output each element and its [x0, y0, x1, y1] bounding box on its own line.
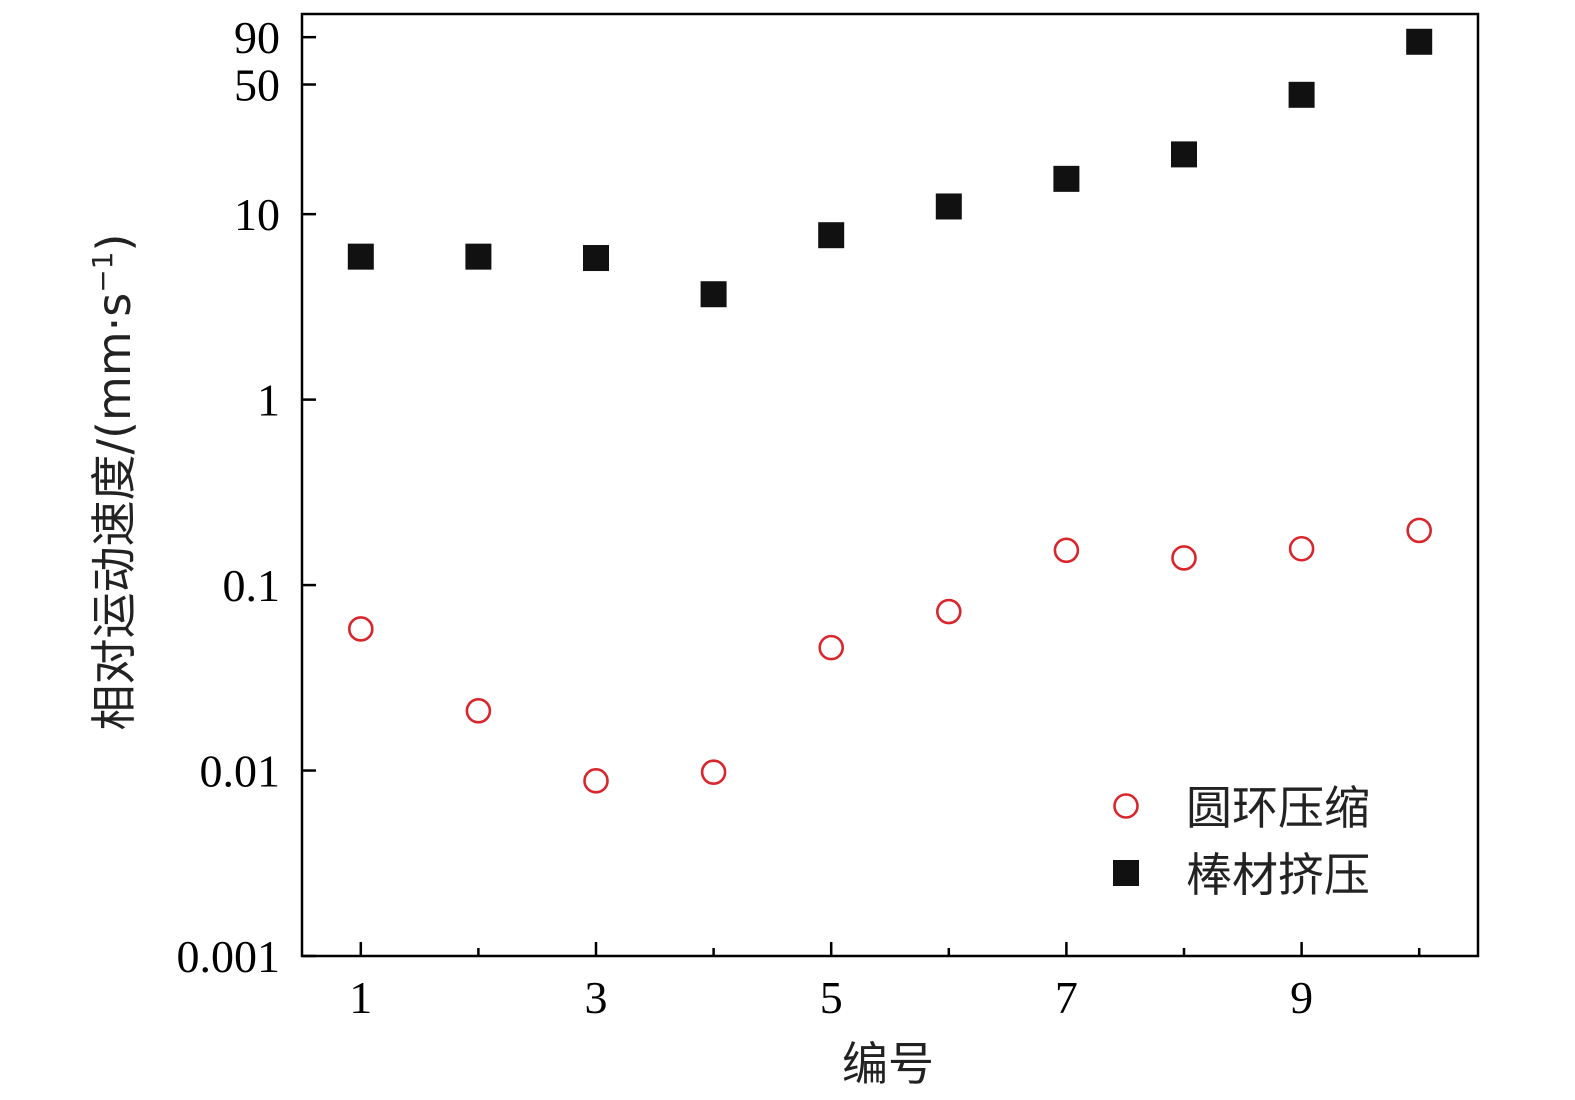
- y-tick-label: 50: [234, 60, 280, 111]
- x-tick-label: 1: [349, 972, 372, 1023]
- data-point-ring-compression: [935, 598, 962, 625]
- y-tick-label: 10: [234, 189, 280, 240]
- legend-marker-square: [1113, 860, 1139, 886]
- data-point-ring-compression: [465, 697, 492, 724]
- data-point-bar-extrusion: [818, 222, 845, 249]
- y-tick-label: 0.01: [200, 746, 281, 797]
- legend-marker-circle: [1113, 793, 1139, 819]
- data-point-ring-compression: [1053, 537, 1080, 564]
- x-tick-label: 5: [820, 972, 843, 1023]
- data-point-ring-compression: [700, 759, 727, 785]
- data-point-bar-extrusion: [465, 243, 492, 270]
- y-axis-title: 相对运动速度/(mm·s−1): [86, 234, 141, 731]
- data-points: [347, 28, 1433, 794]
- y-tick-label: 0.1: [223, 560, 281, 611]
- data-point-ring-compression: [818, 634, 845, 661]
- data-point-bar-extrusion: [700, 281, 727, 308]
- y-tick-label: 0.001: [177, 931, 281, 982]
- x-tick-label: 3: [585, 972, 608, 1023]
- data-point-ring-compression: [583, 768, 609, 794]
- legend-label-bar-extrusion: 棒材挤压: [1186, 848, 1370, 902]
- y-axis-title-main: 相对运动速度/(mm·s: [87, 293, 141, 731]
- plot-frame: [300, 12, 1480, 958]
- data-point-bar-extrusion: [1288, 81, 1315, 108]
- y-tick-label: 90: [234, 12, 280, 63]
- data-point-ring-compression: [347, 616, 374, 642]
- x-tick-label: 7: [1055, 972, 1078, 1023]
- data-point-bar-extrusion: [935, 193, 962, 220]
- data-point-bar-extrusion: [1171, 141, 1197, 168]
- data-point-ring-compression: [1288, 535, 1315, 562]
- x-tick-label: 9: [1290, 972, 1313, 1023]
- data-point-bar-extrusion: [1053, 165, 1080, 192]
- data-point-bar-extrusion: [347, 243, 374, 270]
- legend-label-ring-compression: 圆环压缩: [1186, 781, 1370, 835]
- y-axis-title-sup: −1: [86, 252, 119, 293]
- data-point-bar-extrusion: [583, 245, 609, 272]
- x-axis-title: 编号: [842, 1037, 934, 1091]
- y-tick-label: 1: [257, 375, 280, 426]
- data-point-ring-compression: [1406, 517, 1432, 544]
- data-point-ring-compression: [1171, 545, 1197, 571]
- legend: 圆环压缩 棒材挤压: [1113, 781, 1370, 902]
- data-point-bar-extrusion: [1406, 28, 1433, 55]
- y-axis-title-close: ): [87, 234, 141, 252]
